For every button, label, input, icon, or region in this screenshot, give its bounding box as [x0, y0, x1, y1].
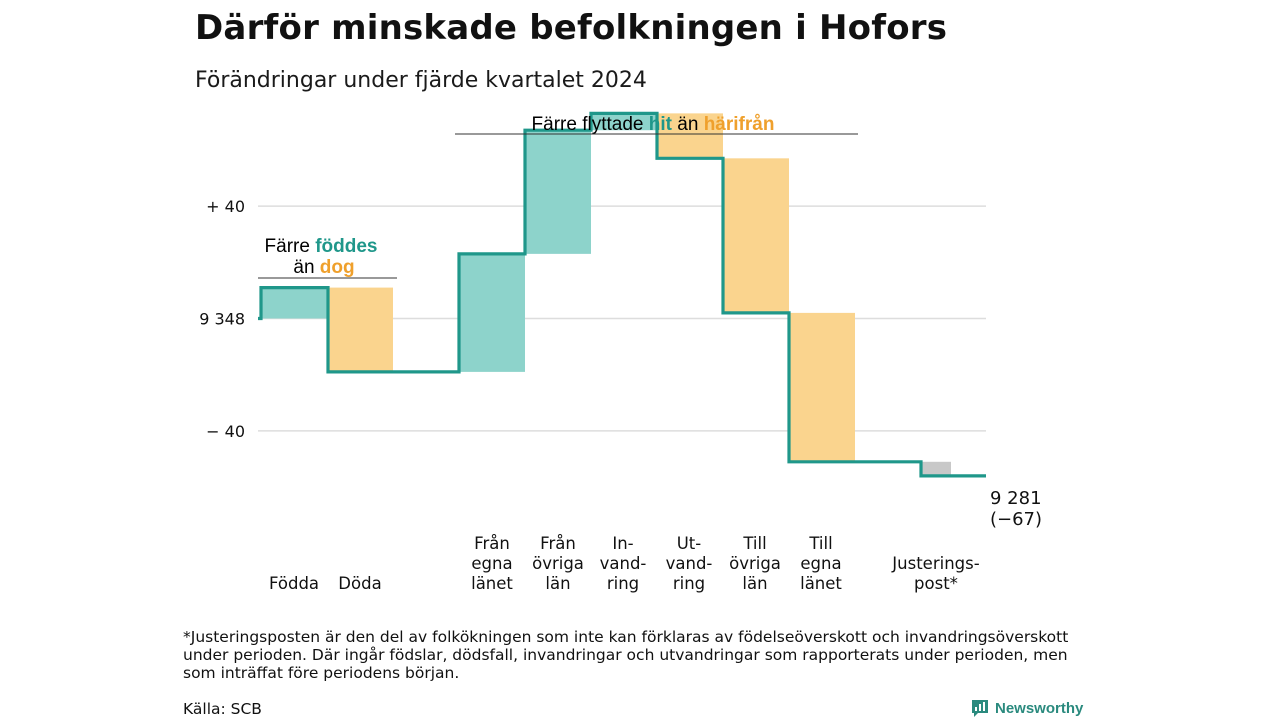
brand-name: Newsworthy: [995, 699, 1084, 717]
category-label-3: Från övriga län: [532, 534, 584, 593]
svg-text:Färre flyttade hit: Färre flyttade hit än härifrån: [532, 114, 775, 135]
category-label-2: Från egna länet: [471, 534, 513, 593]
ann-births-prefix: Färre: [265, 236, 310, 257]
ann-migration-prefix: Färre flyttade: [532, 114, 644, 135]
svg-text:Färre föddes: Färre föddes: [265, 236, 378, 257]
y-tick-label-0: + 40: [206, 197, 245, 216]
annotation-births: Färre föddes än dog: [258, 236, 397, 279]
bar-3: [525, 130, 591, 254]
annotation-migration: Färre flyttade hit än härifrån: [455, 114, 858, 135]
waterfall-chart: + 40 9 348 − 40 Födda Döda Från egna länet Från…: [199, 111, 1042, 593]
source-label: Källa: SCB: [183, 700, 262, 718]
end-change-label: (−67): [990, 509, 1042, 530]
category-label-4: In-vand-ring: [600, 534, 647, 593]
footnote: *Justeringsposten är den del av folkökni…: [183, 628, 1069, 682]
category-label-8: Justerings-post*: [891, 554, 979, 593]
category-labels: Födda Döda Från egna länet Från övriga län In-va…: [269, 534, 980, 593]
ann-deaths-prefix: än: [293, 257, 314, 278]
category-label-1: Döda: [338, 574, 381, 593]
category-label-5: Ut-vand-ring: [666, 534, 713, 593]
category-label-7: Till egna länet: [800, 534, 842, 593]
y-tick-labels: + 40 9 348 − 40: [199, 197, 245, 441]
bar-8: [921, 461, 951, 476]
bar-5: [657, 113, 723, 159]
bar-4: [591, 113, 657, 131]
bars: [261, 113, 951, 476]
bar-2: [459, 253, 525, 372]
ann-deaths-highlight: dog: [320, 257, 355, 278]
bar-0: [261, 287, 327, 319]
chart-subtitle: Förändringar under fjärde kvartalet 2024: [195, 68, 647, 93]
bar-6: [723, 158, 789, 313]
ann-migration-out: härifrån: [704, 114, 775, 135]
step-line: [258, 111, 986, 478]
end-value-label: 9 281: [990, 488, 1042, 509]
category-label-0: Födda: [269, 574, 319, 593]
ann-migration-middle: än: [677, 114, 698, 135]
y-tick-label-1: 9 348: [199, 310, 245, 329]
svg-text:än dog: än dog: [293, 257, 354, 278]
bar-1: [328, 287, 393, 372]
newsworthy-logo-icon: [972, 700, 988, 717]
ann-migration-in: hit: [649, 114, 673, 135]
category-label-6: Till övriga län: [729, 534, 781, 593]
brand-logo: Newsworthy: [970, 697, 1083, 719]
ann-births-highlight: föddes: [315, 236, 377, 257]
bar-7: [789, 312, 855, 462]
chart-title: Därför minskade befolkningen i Hofors: [195, 8, 948, 48]
y-tick-label-2: − 40: [206, 422, 245, 441]
